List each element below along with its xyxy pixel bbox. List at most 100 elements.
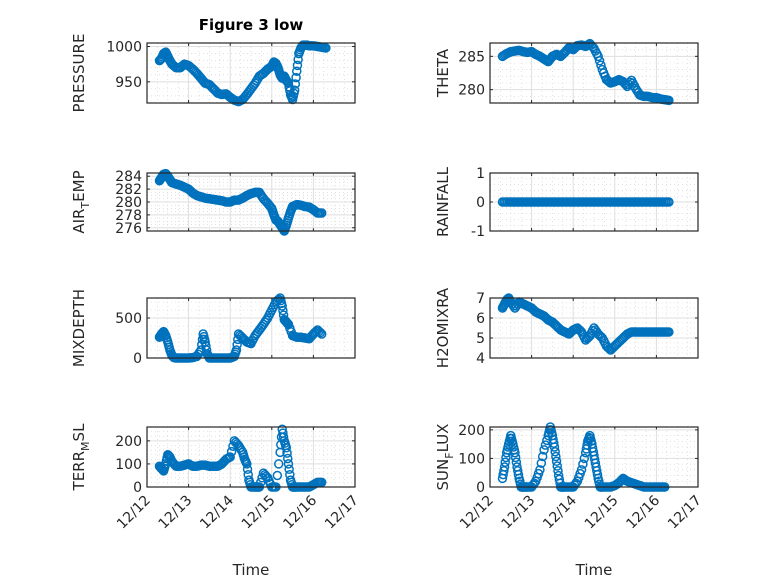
data-point — [500, 457, 511, 467]
y-axis-label: THETA — [434, 48, 452, 98]
axes-box — [489, 297, 699, 359]
data-point — [499, 462, 510, 472]
axes-box — [146, 42, 356, 104]
data-point — [261, 471, 272, 481]
data-point — [603, 342, 613, 353]
subplot-rainfall: -1 0 1 RAINFALL — [434, 166, 699, 240]
data-point — [231, 345, 242, 355]
y-tick-label: 4 — [476, 351, 485, 367]
figure-title: Figure 3 low — [199, 16, 304, 34]
data-point — [226, 446, 237, 457]
y-tick-label: 280 — [115, 195, 142, 211]
data-point — [291, 72, 301, 83]
subplot-theta: 280 285 THETA — [434, 38, 699, 106]
x-axis-label-left: Time — [232, 561, 270, 579]
data-point — [592, 469, 603, 480]
x-axis-label-right: Time — [575, 561, 613, 579]
data-markers — [497, 197, 674, 207]
data-point — [316, 477, 327, 488]
data-point — [290, 79, 301, 89]
y-axis-label: PRESSURE — [70, 34, 88, 113]
data-point — [232, 339, 242, 350]
data-point — [242, 464, 253, 475]
data-point — [225, 452, 235, 462]
data-point — [316, 329, 327, 339]
y-tick-label: 7 — [476, 291, 485, 307]
data-point — [578, 459, 588, 469]
y-tick-label: 0 — [476, 195, 485, 211]
data-point — [314, 326, 324, 337]
data-point — [551, 456, 562, 467]
subplot-h2omixra: 4 5 6 7 H2OMIXRA — [434, 287, 699, 368]
y-tick-label: 200 — [458, 423, 485, 439]
axes-box — [146, 426, 356, 488]
data-point — [278, 305, 288, 316]
data-point — [282, 453, 293, 464]
y-axis-label: TERRMSL — [70, 423, 92, 492]
data-point — [311, 326, 321, 337]
y-tick-label: 200 — [115, 434, 142, 450]
data-point — [289, 85, 300, 96]
data-point — [315, 327, 326, 338]
data-point — [539, 445, 549, 455]
y-tick-label: 100 — [458, 451, 485, 467]
data-point — [510, 452, 521, 463]
y-tick-label: 276 — [115, 221, 142, 237]
data-point — [593, 51, 603, 62]
data-point — [553, 466, 563, 476]
data-point — [664, 95, 674, 106]
data-point — [273, 459, 284, 469]
data-point — [513, 469, 524, 480]
y-tick-label: 0 — [133, 480, 142, 496]
data-point — [550, 447, 560, 457]
y-tick-label: 285 — [458, 49, 485, 65]
data-markers — [154, 168, 327, 236]
axes-box — [489, 42, 699, 104]
data-point — [278, 432, 289, 442]
data-point — [510, 447, 520, 458]
data-point — [272, 470, 283, 481]
data-point — [604, 343, 615, 354]
data-point — [537, 451, 548, 462]
y-tick-label: 282 — [115, 182, 142, 198]
y-tick-label: 278 — [115, 208, 142, 224]
data-point — [316, 208, 327, 218]
data-point — [321, 43, 331, 53]
data-point — [664, 197, 674, 207]
subplot-pressure: 950 1000 PRESSURE — [70, 34, 356, 113]
data-point — [549, 442, 560, 452]
data-point — [579, 453, 590, 464]
y-axis-label: SUNFLUX — [434, 424, 456, 491]
data-point — [549, 438, 559, 448]
data-point — [499, 466, 509, 476]
y-tick-label: 100 — [115, 457, 142, 473]
data-point — [281, 443, 292, 453]
axes-box — [146, 172, 356, 232]
axes-box — [489, 172, 699, 232]
data-point — [284, 464, 294, 475]
y-tick-label: 1000 — [106, 40, 142, 56]
y-tick-label: 280 — [458, 83, 485, 99]
y-tick-label: 500 — [115, 311, 142, 327]
data-point — [552, 461, 563, 471]
data-markers — [497, 38, 674, 106]
y-tick-label: 1 — [476, 166, 485, 182]
y-tick-label: 5 — [476, 331, 485, 347]
data-point — [535, 465, 545, 475]
data-point — [551, 451, 561, 462]
y-tick-label: 0 — [476, 480, 485, 496]
data-point — [576, 465, 587, 475]
data-point — [511, 457, 522, 467]
data-point — [283, 459, 294, 469]
data-point — [310, 327, 320, 338]
data-markers — [497, 293, 674, 355]
data-point — [201, 345, 212, 355]
data-point — [292, 66, 302, 76]
y-tick-label: -1 — [471, 224, 485, 240]
data-point — [261, 315, 272, 325]
